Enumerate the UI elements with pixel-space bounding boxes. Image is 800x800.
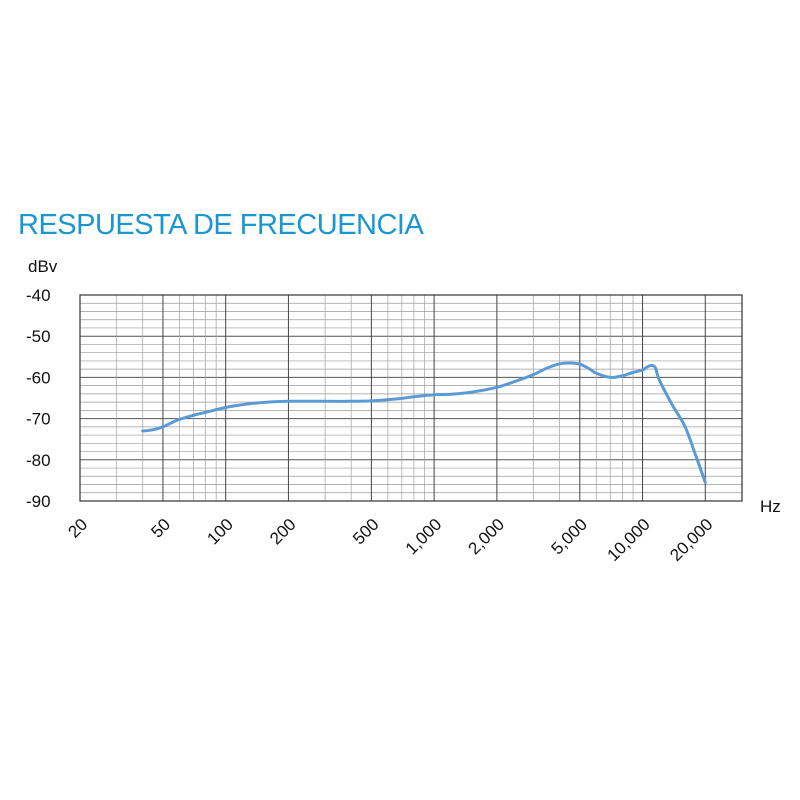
grid [80,295,742,501]
x-tick-label: 200 [266,515,299,548]
y-tick-label: -90 [26,492,51,511]
x-tick-label: 2,000 [465,515,509,559]
x-axis-unit-label: Hz [760,497,781,516]
y-axis-ticks: -40 -50 -60 -70 -80 -90 [26,286,51,511]
plot-frame [79,294,743,502]
y-tick-label: -60 [26,368,51,387]
x-axis-ticks: 20 50 100 200 500 1,000 2,000 5,000 10,000 20,000 [64,515,716,565]
x-tick-label: 50 [147,515,174,542]
x-tick-label: 10,000 [604,515,654,565]
x-tick-label: 1,000 [402,515,446,559]
y-tick-label: -50 [26,327,51,346]
y-tick-label: -80 [26,451,51,470]
y-tick-label: -70 [26,410,51,429]
x-tick-label: 20,000 [666,515,716,565]
x-tick-label: 500 [349,515,382,548]
series-group [141,361,707,484]
y-tick-label: -40 [26,286,51,305]
y-axis-unit-label: dBv [28,257,58,276]
series-line [141,361,707,484]
x-tick-label: 20 [64,515,91,542]
chart-title: RESPUESTA DE FRECUENCIA [18,209,424,241]
x-tick-label: 5,000 [548,515,592,559]
x-tick-label: 100 [203,515,236,548]
